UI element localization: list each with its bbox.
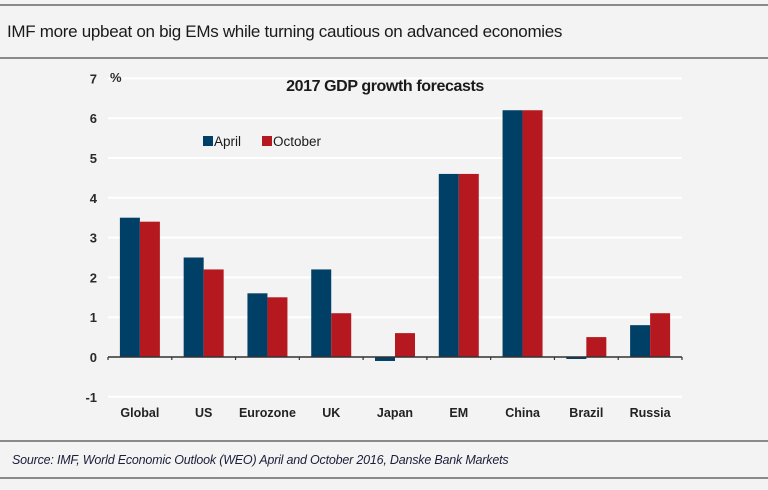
bar-april-em bbox=[438, 173, 459, 357]
legend-label-october: October bbox=[273, 134, 322, 149]
gridlines bbox=[108, 77, 682, 398]
y-axis-unit: % bbox=[110, 70, 122, 85]
bottom-rule bbox=[0, 477, 768, 479]
x-tick-label: US bbox=[195, 406, 212, 420]
y-axis-ticks: -1 0 1 2 3 4 5 6 7 bbox=[85, 71, 97, 404]
bar-october-em bbox=[458, 173, 479, 357]
bar-october-japan bbox=[395, 333, 415, 357]
bar-october-russia bbox=[650, 313, 671, 357]
legend-swatch-october bbox=[262, 136, 272, 146]
bars bbox=[119, 110, 671, 361]
x-tick-label: Japan bbox=[377, 406, 413, 420]
y-tick-label: -1 bbox=[85, 390, 97, 405]
bar-april-china bbox=[502, 110, 523, 358]
header-rule bbox=[0, 57, 768, 59]
bar-october-us bbox=[203, 269, 224, 357]
y-tick-label: 5 bbox=[90, 151, 97, 166]
chart-title: 2017 GDP growth forecasts bbox=[286, 78, 484, 95]
top-rule bbox=[0, 4, 768, 6]
y-tick-label: 1 bbox=[90, 310, 97, 325]
source-note: Source: IMF, World Economic Outlook (WEO… bbox=[12, 453, 509, 467]
x-axis-labels: Global US Eurozone UK Japan EM China Brazil Russ… bbox=[120, 406, 671, 420]
footer-rule bbox=[0, 440, 768, 442]
legend: April October bbox=[203, 134, 322, 149]
bar-october-global bbox=[139, 221, 160, 357]
bar-april-eurozone bbox=[247, 293, 268, 357]
x-axis bbox=[107, 356, 683, 360]
legend-swatch-april bbox=[203, 136, 213, 146]
bar-october-eurozone bbox=[267, 297, 288, 357]
y-tick-label: 3 bbox=[90, 231, 97, 246]
x-tick-label: EM bbox=[449, 406, 468, 420]
bar-april-global bbox=[119, 217, 140, 357]
y-tick-label: 7 bbox=[90, 71, 97, 86]
x-tick-label: Eurozone bbox=[239, 406, 296, 420]
x-tick-label: Global bbox=[120, 406, 159, 420]
bar-april-brazil bbox=[566, 357, 587, 359]
legend-label-april: April bbox=[214, 134, 241, 149]
y-tick-label: 0 bbox=[90, 350, 97, 365]
page-title: IMF more upbeat on big EMs while turning… bbox=[7, 22, 563, 41]
y-tick-label: 4 bbox=[90, 191, 98, 206]
x-tick-label: UK bbox=[322, 406, 340, 420]
bar-april-japan bbox=[375, 357, 395, 361]
x-tick-label: China bbox=[505, 406, 541, 420]
bar-april-russia bbox=[630, 325, 651, 357]
bar-april-uk bbox=[311, 269, 332, 357]
x-tick-label: Brazil bbox=[569, 406, 603, 420]
x-tick-label: Russia bbox=[630, 406, 672, 420]
y-tick-label: 6 bbox=[90, 111, 97, 126]
y-tick-label: 2 bbox=[90, 270, 97, 285]
bar-october-uk bbox=[331, 313, 352, 357]
bar-october-brazil bbox=[586, 337, 607, 357]
bar-october-china bbox=[522, 110, 543, 358]
bar-april-us bbox=[183, 257, 204, 357]
